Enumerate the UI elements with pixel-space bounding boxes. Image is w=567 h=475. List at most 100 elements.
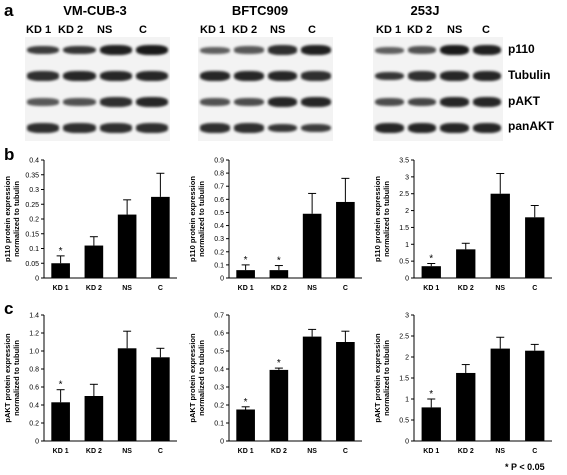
blot-band xyxy=(375,123,404,133)
y-tick-label: 0.4 xyxy=(214,223,224,230)
y-axis-label: p110 protein expressionnormalized to tub… xyxy=(188,176,206,262)
y-tick-label: 2.5 xyxy=(399,191,409,198)
y-tick-label: 0 xyxy=(405,439,409,446)
y-tick-label: 0.8 xyxy=(214,171,224,178)
bar xyxy=(84,396,104,441)
panel-letter-a: a xyxy=(4,1,14,20)
blot-band xyxy=(301,71,331,81)
bar xyxy=(421,407,441,441)
blot-band xyxy=(200,46,230,54)
blot-band xyxy=(407,71,436,81)
blot-band xyxy=(135,97,168,107)
bar xyxy=(236,270,255,278)
blot-band xyxy=(63,123,96,133)
y-tick-label: 0.5 xyxy=(214,349,224,356)
y-tick-label: 0.3 xyxy=(29,187,39,194)
cell-line-title-253j: 253J xyxy=(410,3,440,18)
y-tick-label: 0.4 xyxy=(214,367,224,374)
bar xyxy=(490,348,510,441)
x-tick-label: KD 2 xyxy=(86,448,102,455)
significance-asterisk: * xyxy=(429,254,433,265)
significance-asterisk: * xyxy=(59,246,63,257)
significance-asterisk: * xyxy=(277,256,281,267)
blot-band xyxy=(407,46,436,54)
blot-band xyxy=(301,123,331,133)
lane-label: C xyxy=(482,24,490,36)
y-tick-label: 0.5 xyxy=(399,418,409,425)
bar xyxy=(421,266,441,278)
bar xyxy=(269,270,289,278)
western-blot-bftc909 xyxy=(198,37,333,141)
lane-label: NS xyxy=(270,24,286,36)
x-tick-label: C xyxy=(532,285,537,292)
panel-letter-c: c xyxy=(4,299,14,318)
y-tick-label: 0.3 xyxy=(214,385,224,392)
y-tick-label: 0.2 xyxy=(29,217,39,224)
bar xyxy=(302,213,322,278)
bar-chart-c-bftc909: pAKT protein expressionnormalized to tub… xyxy=(188,313,362,455)
y-tick-label: 1.2 xyxy=(29,331,39,338)
protein-label-pakt: pAKT xyxy=(508,94,540,108)
bar xyxy=(456,249,476,278)
blot-band xyxy=(135,45,168,55)
lane-label: KD 1 xyxy=(376,24,402,36)
bar xyxy=(84,245,104,278)
western-blot-253j xyxy=(373,37,503,141)
blot-band xyxy=(267,71,298,81)
lane-label: C xyxy=(139,24,147,36)
x-tick-label: KD 2 xyxy=(458,448,474,455)
y-tick-label: 3 xyxy=(405,313,409,320)
blot-band xyxy=(375,98,404,106)
blot-band xyxy=(267,123,298,133)
y-tick-label: 0.7 xyxy=(214,313,224,320)
blot-band xyxy=(440,71,469,81)
x-tick-label: C xyxy=(343,448,348,455)
lane-label: NS xyxy=(447,24,463,36)
y-tick-label: 3 xyxy=(405,174,409,181)
y-tick-label: 0.5 xyxy=(399,259,409,266)
blot-band xyxy=(63,45,96,55)
blot-band xyxy=(99,97,132,107)
bar xyxy=(525,217,545,278)
blot-band xyxy=(301,45,331,55)
blot-band xyxy=(375,46,404,54)
y-tick-label: 0.8 xyxy=(29,367,39,374)
x-tick-label: KD 2 xyxy=(86,285,102,292)
blot-band xyxy=(472,45,501,55)
blot-band xyxy=(99,45,132,55)
cell-line-title-bftc909: BFTC909 xyxy=(231,3,289,18)
panel-letter-b: b xyxy=(4,145,15,164)
x-tick-label: KD 2 xyxy=(458,285,474,292)
x-tick-label: NS xyxy=(495,448,505,455)
significance-asterisk: * xyxy=(277,358,281,369)
bar xyxy=(151,357,170,441)
blot-band xyxy=(63,98,96,106)
bar xyxy=(151,196,170,278)
lane-label: KD 2 xyxy=(58,24,84,36)
blot-band xyxy=(27,123,60,133)
y-tick-label: 0.2 xyxy=(29,421,39,428)
blot-band xyxy=(27,71,60,81)
x-tick-label: KD 1 xyxy=(53,285,69,292)
blot-band xyxy=(472,123,501,133)
western-blot-vmcub3 xyxy=(25,37,170,141)
lane-label: KD 1 xyxy=(26,24,52,36)
blot-band xyxy=(440,123,469,133)
bar xyxy=(302,336,322,441)
bar xyxy=(51,402,70,441)
blot-band xyxy=(135,123,168,133)
x-tick-label: NS xyxy=(495,285,505,292)
y-tick-label: 0.2 xyxy=(214,249,224,256)
x-tick-label: KD 1 xyxy=(423,448,439,455)
x-tick-label: NS xyxy=(307,285,317,292)
y-tick-label: 0 xyxy=(220,276,224,283)
y-tick-label: 1.5 xyxy=(399,376,409,383)
x-tick-label: KD 1 xyxy=(238,285,254,292)
y-tick-label: 0 xyxy=(220,439,224,446)
bar xyxy=(336,342,355,441)
blot-band xyxy=(99,71,132,81)
y-tick-label: 0 xyxy=(405,276,409,283)
blot-band xyxy=(135,71,168,81)
bar-chart-b-253j: p110 protein expressionnormalized to tub… xyxy=(373,158,552,292)
cell-line-title-vmcub3: VM-CUB-3 xyxy=(63,3,127,18)
